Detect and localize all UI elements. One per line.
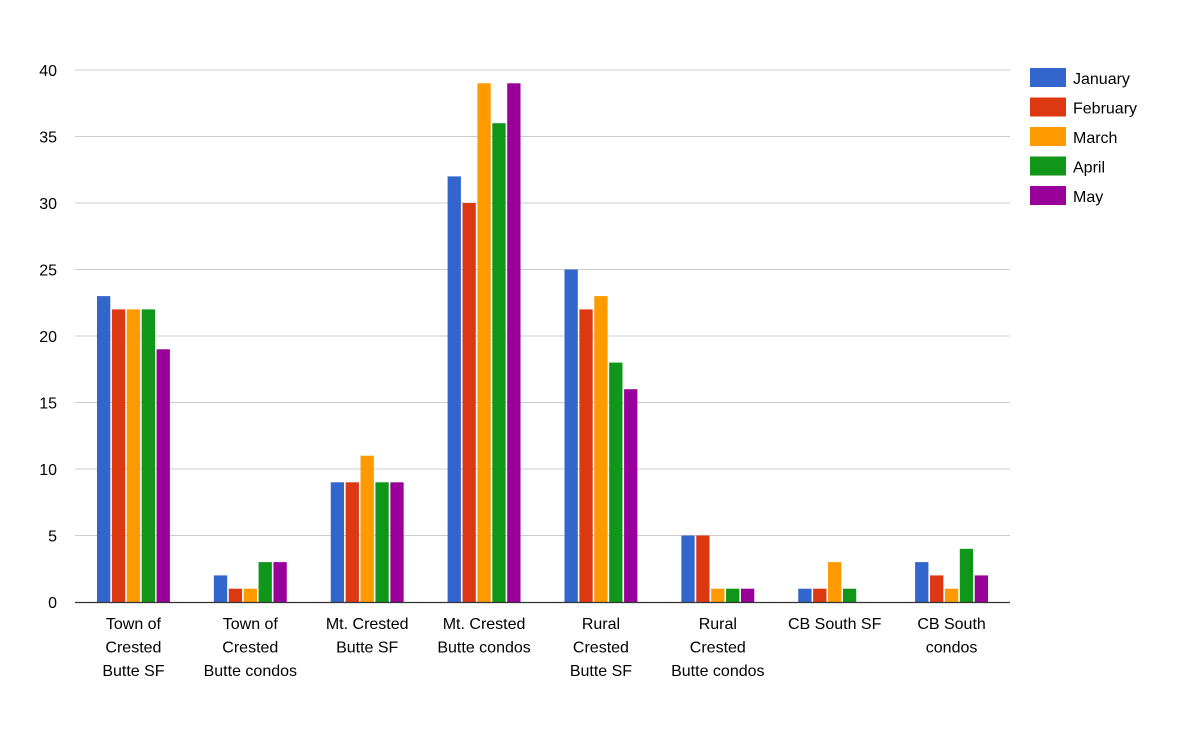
- x-tick-label-line: Butte condos: [437, 640, 530, 657]
- bars: [96, 83, 989, 603]
- bar: [141, 309, 155, 602]
- bar: [609, 362, 623, 602]
- legend-label[interactable]: May: [1073, 189, 1103, 206]
- x-tick-label-line: Town of: [223, 616, 279, 633]
- x-tick-label: CB South condos: [917, 616, 985, 657]
- legend-label[interactable]: February: [1073, 101, 1137, 118]
- x-tick-label: Mt. Crested Butte SF: [326, 616, 409, 657]
- y-tick-label: 25: [39, 263, 57, 280]
- x-tick-label: CB South SF: [788, 616, 882, 633]
- y-tick-label: 10: [39, 462, 57, 479]
- x-tick-label: Rural Crested Butte condos: [671, 616, 764, 680]
- bar: [96, 296, 111, 602]
- x-tick-label-line: Mt. Crested: [326, 616, 409, 633]
- legend-swatch[interactable]: [1030, 156, 1066, 176]
- y-tick-label: 35: [39, 130, 57, 147]
- y-tick-label: 0: [48, 595, 57, 612]
- bar: [390, 482, 404, 602]
- x-tick-label: Mt. Crested Butte condos: [437, 616, 530, 657]
- bar: [111, 309, 126, 602]
- y-tick-label: 15: [39, 396, 57, 413]
- bar: [798, 588, 812, 602]
- legend-label[interactable]: January: [1073, 71, 1130, 88]
- bar: [594, 296, 608, 602]
- bar: [330, 482, 345, 602]
- legend-item[interactable]: May: [1030, 186, 1103, 206]
- x-tick-label-line: CB South: [917, 616, 985, 633]
- bar: [564, 269, 578, 602]
- x-tick-label-line: Crested: [690, 640, 746, 657]
- bar: [360, 455, 374, 602]
- bar: [507, 83, 521, 603]
- x-tick-label-line: Butte SF: [570, 663, 632, 680]
- bar: [375, 482, 389, 602]
- bar: [696, 535, 710, 602]
- x-tick-label-line: Rural: [699, 616, 737, 633]
- bar: [711, 588, 725, 602]
- grid-lines: [75, 69, 1010, 536]
- legend-item[interactable]: April: [1030, 156, 1105, 177]
- x-tick-label-line: Town of: [106, 616, 162, 633]
- legend-swatch[interactable]: [1030, 97, 1066, 117]
- x-tick-label-line: condos: [926, 640, 978, 657]
- bar: [915, 562, 929, 602]
- legend-swatch[interactable]: [1030, 186, 1066, 205]
- bar: [930, 575, 944, 602]
- bar: [345, 482, 359, 602]
- bar: [492, 123, 506, 602]
- bar: [579, 309, 593, 602]
- x-tick-labels: Town of Crested Butte SF Town of Crested Butt…: [102, 616, 985, 680]
- legend-item[interactable]: February: [1030, 97, 1137, 118]
- y-tick-label: 40: [39, 63, 57, 80]
- bar: [447, 176, 461, 602]
- bar: [842, 588, 857, 602]
- x-tick-label-line: Mt. Crested: [443, 616, 526, 633]
- y-tick-labels: 0 5 10 15 20 25 30 35 40: [39, 63, 57, 612]
- legend-item[interactable]: January: [1030, 68, 1130, 88]
- y-tick-label: 20: [39, 329, 57, 346]
- bar: [944, 588, 959, 602]
- bar: [156, 349, 170, 602]
- x-tick-label-line: Butte condos: [671, 663, 764, 680]
- bar: [126, 309, 141, 602]
- y-tick-label: 30: [39, 196, 57, 213]
- bar: [813, 588, 827, 602]
- legend-item[interactable]: March: [1030, 127, 1117, 147]
- bar: [828, 562, 842, 602]
- bar: [624, 389, 638, 602]
- x-tick-label-line: Butte SF: [336, 640, 398, 657]
- legend-swatch[interactable]: [1030, 68, 1066, 87]
- bar: [213, 575, 228, 602]
- x-tick-label-line: Butte SF: [102, 663, 164, 680]
- bar: [681, 535, 695, 602]
- bar: [462, 203, 476, 602]
- bar: [959, 548, 974, 602]
- x-tick-label-line: CB South SF: [788, 616, 882, 633]
- y-tick-label: 5: [48, 529, 57, 546]
- x-tick-label-line: Crested: [222, 640, 278, 657]
- x-tick-label-line: Crested: [573, 640, 629, 657]
- x-tick-label: Town of Crested Butte SF: [102, 616, 164, 680]
- bar: [477, 83, 491, 603]
- x-tick-label-line: Rural: [582, 616, 620, 633]
- x-tick-label-line: Crested: [105, 640, 161, 657]
- bar: [228, 588, 243, 602]
- legend-label[interactable]: March: [1073, 130, 1117, 147]
- legend[interactable]: January February March April May: [1030, 68, 1137, 206]
- bar: [243, 588, 257, 602]
- bar: [273, 562, 287, 602]
- bar: [974, 575, 989, 602]
- legend-label[interactable]: April: [1073, 160, 1105, 177]
- x-tick-label-line: Butte condos: [204, 663, 297, 680]
- legend-swatch[interactable]: [1030, 127, 1066, 146]
- x-tick-label: Rural Crested Butte SF: [570, 616, 632, 680]
- bar: [726, 588, 740, 602]
- x-tick-label: Town of Crested Butte condos: [204, 616, 297, 680]
- bar: [740, 588, 755, 602]
- bar: [258, 562, 272, 602]
